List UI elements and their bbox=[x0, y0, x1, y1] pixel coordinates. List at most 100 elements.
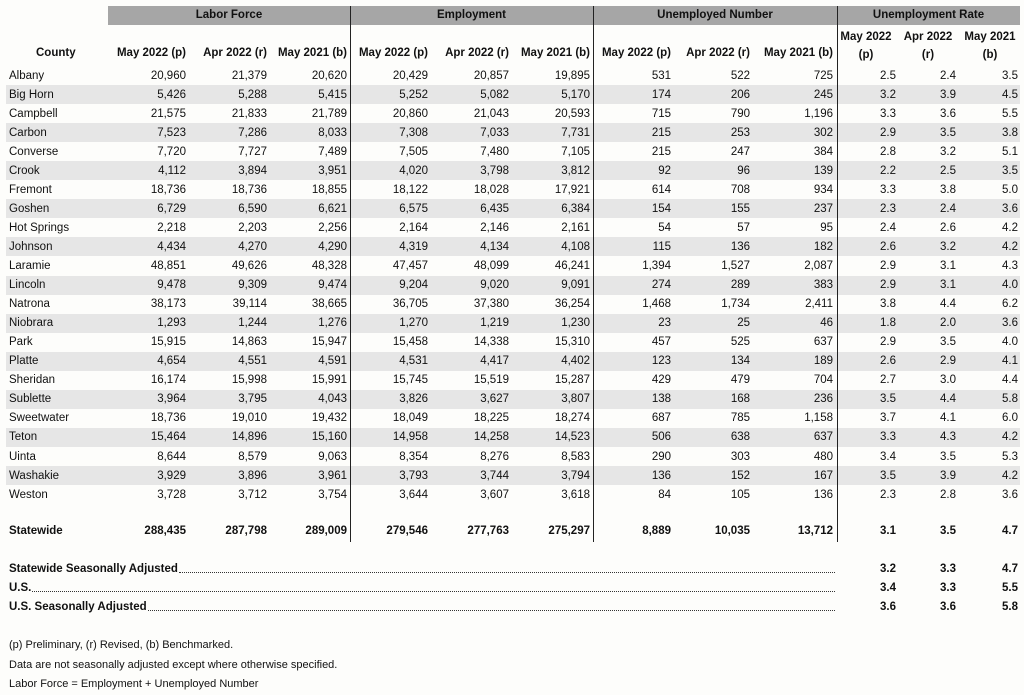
cell: 3.6 bbox=[1002, 202, 1018, 215]
cell: 708 bbox=[730, 183, 750, 196]
cell: 4,020 bbox=[399, 164, 428, 177]
cell: 3,812 bbox=[561, 164, 590, 177]
county-name: Uinta bbox=[9, 450, 36, 463]
column-header: May 2022 (p) bbox=[358, 47, 428, 59]
county-name: Johnson bbox=[9, 240, 53, 253]
cell: 4.4 bbox=[940, 298, 956, 311]
cell: 3.2 bbox=[940, 240, 956, 253]
cell: 253 bbox=[730, 126, 750, 139]
column-header: Apr 2022 (r) bbox=[686, 47, 750, 59]
county-name: Lincoln bbox=[9, 279, 46, 292]
cell: 1,158 bbox=[804, 412, 833, 425]
cell: 3.5 bbox=[1002, 164, 1018, 177]
cell: 6,621 bbox=[318, 202, 347, 215]
cell: 18,274 bbox=[554, 412, 590, 425]
cell: 18,225 bbox=[473, 412, 509, 425]
cell: 4.2 bbox=[1002, 221, 1018, 234]
leader-row: Statewide Seasonally Adjusted bbox=[9, 562, 837, 576]
cell: 704 bbox=[813, 374, 833, 387]
row-shade bbox=[6, 466, 1020, 486]
row-shade bbox=[6, 237, 1020, 257]
cell: 3,644 bbox=[399, 488, 428, 501]
cell: 4,319 bbox=[399, 240, 428, 253]
row-label: U.S. Seasonally Adjusted bbox=[9, 601, 147, 613]
cell: 1,219 bbox=[480, 317, 509, 330]
cell: 1,293 bbox=[157, 317, 186, 330]
cell: 3.5 bbox=[940, 525, 956, 537]
cell: 2,161 bbox=[561, 221, 590, 234]
cell: 3,929 bbox=[157, 469, 186, 482]
cell: 20,857 bbox=[473, 69, 509, 82]
cell: 247 bbox=[730, 145, 750, 158]
cell: 3,794 bbox=[561, 469, 590, 482]
cell: 5,082 bbox=[480, 88, 509, 101]
cell: 215 bbox=[651, 145, 671, 158]
cell: 6,384 bbox=[561, 202, 590, 215]
cell: 48,851 bbox=[150, 260, 186, 272]
cell: 18,736 bbox=[150, 412, 186, 425]
cell: 3.8 bbox=[940, 183, 956, 196]
cell: 236 bbox=[813, 393, 833, 406]
cell: 3,744 bbox=[480, 469, 509, 482]
cell: 2.4 bbox=[940, 202, 956, 215]
column-header: May 2021 (b) bbox=[520, 47, 590, 59]
cell: 1,276 bbox=[318, 317, 347, 330]
group-header: Employment bbox=[436, 9, 506, 21]
cell: 39,114 bbox=[232, 298, 267, 311]
cell: 215 bbox=[651, 126, 671, 139]
cell: 4,402 bbox=[561, 355, 590, 368]
divider bbox=[837, 6, 838, 542]
cell: 289,009 bbox=[305, 525, 347, 537]
cell: 136 bbox=[813, 488, 833, 501]
cell: 4.0 bbox=[1002, 336, 1018, 349]
cell: 14,258 bbox=[473, 431, 509, 444]
column-header: Apr 2022 (r) bbox=[445, 47, 509, 59]
dot-leader bbox=[178, 572, 835, 573]
cell: 429 bbox=[651, 374, 671, 387]
cell: 3.3 bbox=[940, 563, 956, 575]
cell: 3.3 bbox=[880, 183, 896, 196]
cell: 303 bbox=[730, 450, 750, 463]
cell: 174 bbox=[651, 88, 671, 101]
cell: 2.9 bbox=[940, 355, 956, 368]
cell: 7,720 bbox=[157, 145, 186, 158]
cell: 5.5 bbox=[1002, 582, 1018, 594]
cell: 4,591 bbox=[318, 355, 347, 368]
cell: 2.5 bbox=[880, 69, 896, 82]
county-name: Platte bbox=[9, 355, 39, 368]
column-header: May 2022 (p) bbox=[601, 47, 671, 59]
cell: 2,146 bbox=[480, 221, 509, 234]
cell: 38,173 bbox=[150, 298, 186, 311]
cell: 92 bbox=[658, 164, 671, 177]
cell: 4,654 bbox=[157, 355, 186, 368]
cell: 2.7 bbox=[880, 374, 896, 387]
cell: 2.6 bbox=[940, 221, 956, 234]
cell: 2.5 bbox=[940, 164, 956, 177]
cell: 3.3 bbox=[880, 107, 896, 120]
cell: 47,457 bbox=[392, 260, 428, 272]
cell: 3,793 bbox=[399, 469, 428, 482]
cell: 9,204 bbox=[399, 279, 428, 292]
column-header: May 2022 (p) bbox=[840, 31, 892, 61]
cell: 19,010 bbox=[231, 412, 267, 425]
cell: 8,033 bbox=[318, 126, 347, 139]
county-name: Weston bbox=[9, 488, 48, 501]
cell: 18,736 bbox=[231, 183, 267, 196]
cell: 7,480 bbox=[480, 145, 509, 158]
county-name: Statewide bbox=[9, 525, 63, 537]
cell: 54 bbox=[658, 221, 671, 234]
cell: 531 bbox=[651, 69, 671, 82]
cell: 3.2 bbox=[880, 563, 896, 575]
cell: 2,087 bbox=[804, 260, 833, 272]
cell: 5.5 bbox=[1002, 107, 1018, 120]
county-name: Goshen bbox=[9, 202, 50, 215]
cell: 525 bbox=[730, 336, 750, 349]
cell: 3,896 bbox=[238, 469, 267, 482]
cell: 2.4 bbox=[880, 221, 896, 234]
cell: 15,160 bbox=[311, 431, 347, 444]
cell: 506 bbox=[651, 431, 671, 444]
cell: 1,394 bbox=[642, 260, 671, 272]
row-label: U.S. bbox=[9, 582, 32, 594]
cell: 4,417 bbox=[480, 355, 509, 368]
cell: 168 bbox=[730, 393, 750, 406]
